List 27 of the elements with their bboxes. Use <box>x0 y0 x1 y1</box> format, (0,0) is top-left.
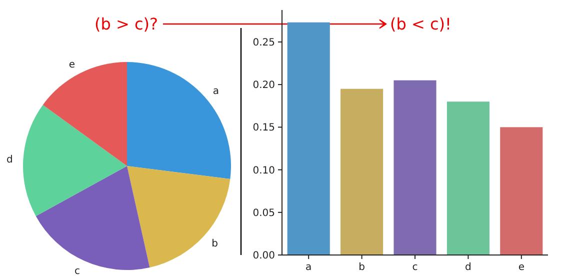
y-tick-label: 0.20 <box>252 80 275 92</box>
bar <box>287 22 330 255</box>
bar <box>340 88 384 255</box>
x-tick-label: c <box>412 262 418 273</box>
y-tick-label: 0.00 <box>252 250 275 262</box>
y-tick-label: 0.10 <box>252 165 275 176</box>
pie-slice <box>23 104 127 216</box>
x-tick-label: d <box>465 262 472 273</box>
bar <box>446 102 490 255</box>
pie-slice <box>127 166 230 268</box>
annotation: (b < c)! <box>390 14 452 34</box>
y-tick-label: 0.15 <box>252 122 275 134</box>
y-tick-label: 0.05 <box>252 208 275 219</box>
pie-slice <box>42 62 127 166</box>
x-tick-label: e <box>518 262 524 273</box>
pie-slice <box>127 62 231 180</box>
text: (b > c)? <box>94 14 158 34</box>
slice-label: e <box>68 60 76 71</box>
x-tick-label: b <box>358 262 365 273</box>
x-tick-label: a <box>306 262 312 273</box>
bar <box>394 80 436 255</box>
y-tick-label: 0.25 <box>252 37 275 48</box>
slice-label: a <box>212 86 219 97</box>
pie-slice <box>36 166 150 270</box>
bar <box>500 127 543 255</box>
slice-label: b <box>212 238 218 250</box>
slice-label: d <box>6 154 13 166</box>
